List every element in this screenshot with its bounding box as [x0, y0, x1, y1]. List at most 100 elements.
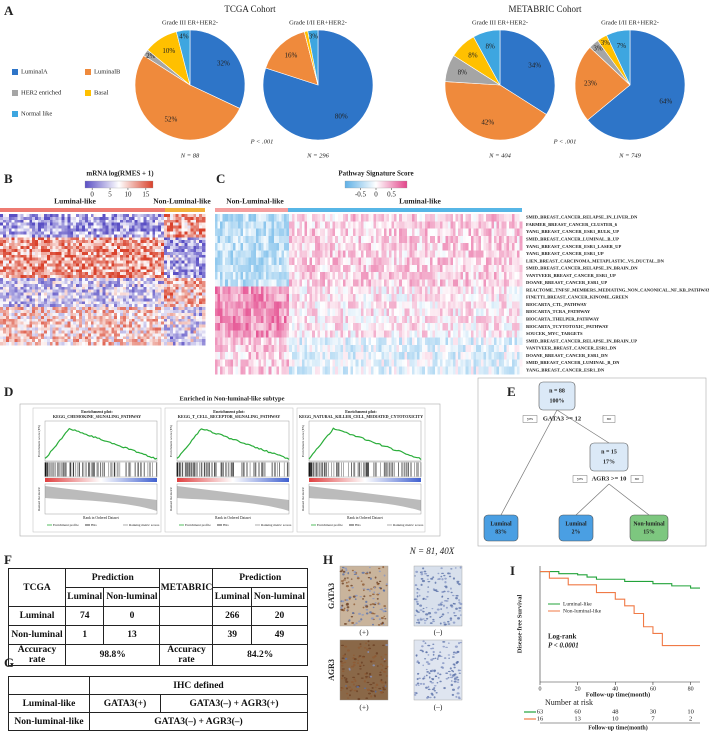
heatmap-cell [437, 308, 441, 317]
heatmap-cell [155, 278, 159, 282]
heatmap-cell [14, 216, 18, 221]
heatmap-cell [90, 327, 95, 331]
heatmap-cell [61, 275, 65, 279]
heatmap-cell [371, 301, 374, 309]
heatmap-cell [137, 333, 141, 337]
heatmap-cell [102, 330, 106, 334]
heatmap-cell [125, 246, 130, 250]
heatmap-cell [55, 298, 59, 302]
heatmap-cell [43, 219, 48, 224]
heatmap-cell [117, 318, 121, 323]
heatmap-cell [0, 257, 4, 261]
heatmap-cell [2, 295, 7, 299]
heatmap-cell [424, 243, 428, 251]
heatmap-cell [52, 298, 56, 302]
heatmap-cell [301, 228, 305, 237]
heatmap-cell [281, 308, 285, 317]
heatmap-cell [137, 312, 141, 317]
heatmap-cell [87, 292, 92, 296]
heatmap-cell [273, 301, 277, 309]
heatmap-cell [309, 243, 313, 251]
heatmap-cell [105, 330, 109, 334]
heatmap-cell [2, 312, 7, 317]
heatmap-cell [175, 310, 179, 314]
heatmap-cell [332, 301, 336, 309]
heatmap-cell [404, 301, 408, 309]
heatmap-cell [348, 250, 351, 258]
heatmap-cell [105, 222, 109, 226]
heatmap-cell [196, 283, 200, 288]
heatmap-cell [123, 312, 127, 317]
heatmap-cell [134, 298, 138, 302]
heatmap-cell [166, 295, 171, 299]
heatmap-cell [175, 318, 179, 323]
heatmap-cell [73, 342, 77, 346]
heatmap-cell [381, 257, 385, 266]
heatmap-cell [294, 301, 298, 309]
heatmap-cell [217, 228, 221, 237]
heatmap-cell [14, 278, 18, 282]
heatmap-cell [202, 283, 206, 288]
heatmap-cell [299, 272, 303, 280]
heatmap-cell [268, 286, 272, 295]
heatmap-cell [5, 275, 10, 279]
heatmap-cell [5, 263, 10, 267]
heatmap-cell [281, 228, 285, 237]
heatmap-cell [79, 315, 83, 320]
heatmap-cell [55, 225, 59, 229]
heatmap-cell [488, 221, 492, 229]
heatmap-cell [411, 301, 415, 309]
heatmap-cell [17, 219, 21, 224]
heatmap-cell [238, 301, 241, 309]
heatmap-cell [322, 279, 326, 288]
heatmap-cell [29, 222, 33, 226]
heatmap-cell [2, 304, 7, 308]
heatmap-cell [255, 301, 259, 309]
heatmap-cell [193, 234, 197, 238]
heatmap-cell [146, 315, 150, 320]
heatmap-cell [240, 243, 244, 251]
heatmap-cell [111, 222, 115, 226]
heatmap-cell [111, 260, 115, 264]
heatmap-cell [475, 235, 479, 244]
heatmap-cell [108, 246, 112, 250]
heatmap-cell [319, 221, 323, 229]
heatmap-cell [319, 250, 323, 258]
heatmap-cell [35, 248, 39, 253]
pie-label: 23% [584, 79, 597, 87]
heatmap-cell [478, 301, 482, 309]
heatmap-cell [49, 307, 54, 311]
heatmap-cell [131, 312, 136, 317]
heatmap-cell [43, 280, 48, 285]
heatmap-cell [243, 221, 246, 229]
heatmap-cell [73, 339, 77, 343]
heatmap-cell [111, 307, 115, 311]
heatmap-cell [82, 275, 86, 279]
heatmap-cell [190, 304, 194, 308]
heatmap-cell [243, 264, 246, 273]
heatmap-cell [67, 339, 71, 343]
heatmap-cell [41, 263, 45, 267]
heatmap-cell [43, 286, 48, 290]
heatmap-cell [29, 260, 33, 264]
heatmap-cell [181, 246, 185, 250]
heatmap-cell [238, 235, 241, 244]
heatmap-cell [190, 278, 194, 282]
pie-slice [499, 29, 556, 115]
heatmap-cell [273, 286, 277, 295]
heatmap-cell [26, 272, 30, 276]
heatmap-cell [117, 278, 121, 282]
heatmap-cell [383, 301, 387, 309]
heatmap-cell [32, 330, 36, 334]
heatmap-cell [120, 231, 124, 235]
heatmap-cell [128, 336, 133, 340]
heatmap-cell [8, 307, 13, 311]
heatmap-cell [52, 312, 56, 317]
heatmap-cell [172, 321, 177, 325]
heatmap-cell [102, 243, 106, 247]
pie-label: 32% [217, 59, 230, 67]
heatmap-cell [478, 286, 482, 295]
heatmap-cell [29, 283, 33, 288]
heatmap-cell [235, 286, 239, 295]
heatmap-cell [137, 330, 141, 334]
